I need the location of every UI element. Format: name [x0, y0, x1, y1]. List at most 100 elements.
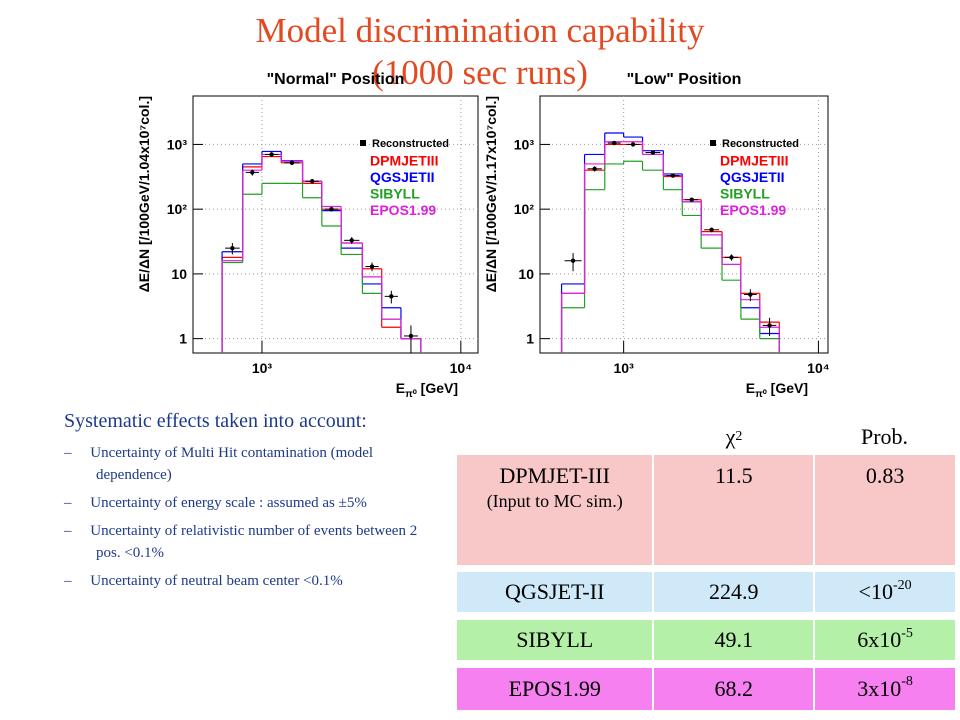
legend-marker	[710, 140, 716, 146]
data-point	[670, 173, 676, 178]
table-row: SIBYLL 49.1 6x10 -5	[457, 620, 955, 660]
legend-label: Reconstructed	[722, 138, 799, 150]
y-tick-label: 10³	[167, 136, 188, 152]
y-tick-label: 10	[171, 266, 187, 282]
bullet: –	[64, 495, 91, 511]
prob-exponent: -20	[892, 578, 912, 593]
data-point	[269, 152, 274, 157]
data-point	[329, 206, 334, 212]
data-point	[369, 264, 375, 269]
systematics-item: – Uncertainty of relativistic number of …	[64, 520, 439, 564]
data-point	[709, 227, 714, 233]
chart-title: "Normal" Position	[267, 71, 405, 88]
y-axis-label: ΔE/ΔN [/100GeV/1.17x10⁷col.]	[483, 96, 499, 292]
model-cell: EPOS1.99	[457, 668, 652, 710]
bullet: –	[64, 445, 91, 461]
data-point	[689, 197, 694, 202]
table-row: DPMJET-III (Input to MC sim.) 11.5 0.83	[457, 455, 955, 565]
data-point	[650, 150, 656, 155]
plot-frame	[192, 95, 479, 354]
x-label-main: E	[396, 380, 405, 396]
prob-value: 0.83	[865, 463, 905, 488]
x-label-sub: π⁰	[405, 389, 417, 400]
legend-label: Reconstructed	[372, 138, 449, 150]
header-blank	[457, 418, 654, 455]
x-label-sub: π⁰	[755, 389, 767, 400]
x-axis-label: Eπ⁰ [GeV]	[396, 380, 458, 400]
data-point	[570, 258, 576, 263]
y-axis-label: ΔE/ΔN [/100GeV/1.04x10⁷col.]	[136, 96, 152, 292]
legend-label: EPOS1.99	[370, 202, 436, 218]
data-point	[729, 255, 734, 260]
data-point	[748, 292, 753, 297]
prob-value: 6x10	[857, 627, 902, 652]
chart-title: "Low" Position	[627, 71, 742, 88]
legend-label: SIBYLL	[720, 186, 770, 202]
prob-cell: <10 -20	[815, 572, 955, 612]
chi2-cell: 68.2	[652, 668, 816, 710]
systematics: Systematic effects taken into account: – …	[64, 408, 439, 598]
item-text: Uncertainty of neutral beam center <0.1%	[90, 573, 343, 589]
data-point	[408, 333, 414, 339]
model-cell: QGSJET-II	[457, 572, 652, 612]
prob-cell: 0.83	[815, 455, 955, 565]
model-name: DPMJET-III	[499, 463, 610, 488]
x-label-main: E	[746, 380, 755, 396]
legend-marker	[360, 140, 366, 146]
header-prob: Prob.	[860, 423, 909, 449]
plot-frame	[539, 95, 829, 354]
x-tick-label: 10⁴	[807, 360, 830, 376]
systematics-item: – Uncertainty of Multi Hit contamination…	[64, 442, 439, 486]
model-note: (Input to MC sim.)	[486, 491, 623, 511]
data-point	[349, 238, 354, 243]
prob-value: 3x10	[857, 676, 902, 701]
chi2-cell: 11.5	[652, 455, 816, 565]
data-point	[289, 160, 295, 166]
model-name: QGSJET-II	[505, 579, 605, 604]
table-row: QGSJET-II 224.9 <10 -20	[457, 572, 955, 612]
data-point	[612, 140, 617, 146]
title-line: Model discrimination capability	[255, 11, 705, 50]
y-tick-label: 10²	[167, 201, 188, 217]
item-text: Uncertainty of Multi Hit contamination (…	[90, 445, 374, 483]
data-point	[250, 170, 255, 175]
data-point	[230, 245, 235, 251]
chi2-cell: 49.1	[652, 620, 816, 660]
prob-cell: 3x10 -8	[815, 668, 955, 710]
bullet: –	[64, 573, 91, 589]
systematics-item: – Uncertainty of neutral beam center <0.…	[64, 570, 439, 592]
x-label-unit: [GeV]	[767, 380, 808, 396]
legend-label: EPOS1.99	[720, 202, 786, 218]
x-tick-label: 10⁴	[450, 360, 473, 376]
systematics-item: – Uncertainty of energy scale : assumed …	[64, 492, 439, 514]
prob-exponent: -5	[901, 626, 913, 641]
prob-exponent: -8	[901, 674, 913, 689]
item-text: Uncertainty of relativistic number of ev…	[90, 523, 418, 561]
chi-sup: 2	[735, 428, 743, 444]
table-row: EPOS1.99 68.2 3x10 -8	[457, 668, 955, 710]
y-tick-label: 1	[526, 331, 534, 347]
y-tick-label: 10³	[514, 136, 535, 152]
y-tick-label: 10²	[514, 201, 535, 217]
x-axis-label: Eπ⁰ [GeV]	[746, 380, 808, 400]
legend-label: QGSJETII	[370, 169, 435, 185]
data-point	[592, 166, 597, 172]
y-tick-label: 1	[179, 331, 187, 347]
chi-symbol: χ	[725, 423, 736, 449]
x-tick-label: 10³	[252, 360, 273, 376]
systematics-heading: Systematic effects taken into account:	[64, 410, 367, 432]
x-tick-label: 10³	[614, 360, 635, 376]
x-label-unit: [GeV]	[417, 380, 458, 396]
legend-label: SIBYLL	[370, 186, 420, 202]
slide-title: Model discrimination capability (1000 se…	[0, 10, 960, 94]
chi2-cell: 224.9	[652, 572, 816, 612]
data-point	[630, 142, 636, 147]
table-header: χ 2 Prob.	[457, 418, 955, 455]
data-point	[767, 323, 772, 328]
y-tick-label: 10	[518, 266, 534, 282]
model-cell: DPMJET-III (Input to MC sim.)	[457, 455, 652, 565]
prob-value: <10	[858, 579, 893, 604]
prob-cell: 6x10 -5	[815, 620, 955, 660]
